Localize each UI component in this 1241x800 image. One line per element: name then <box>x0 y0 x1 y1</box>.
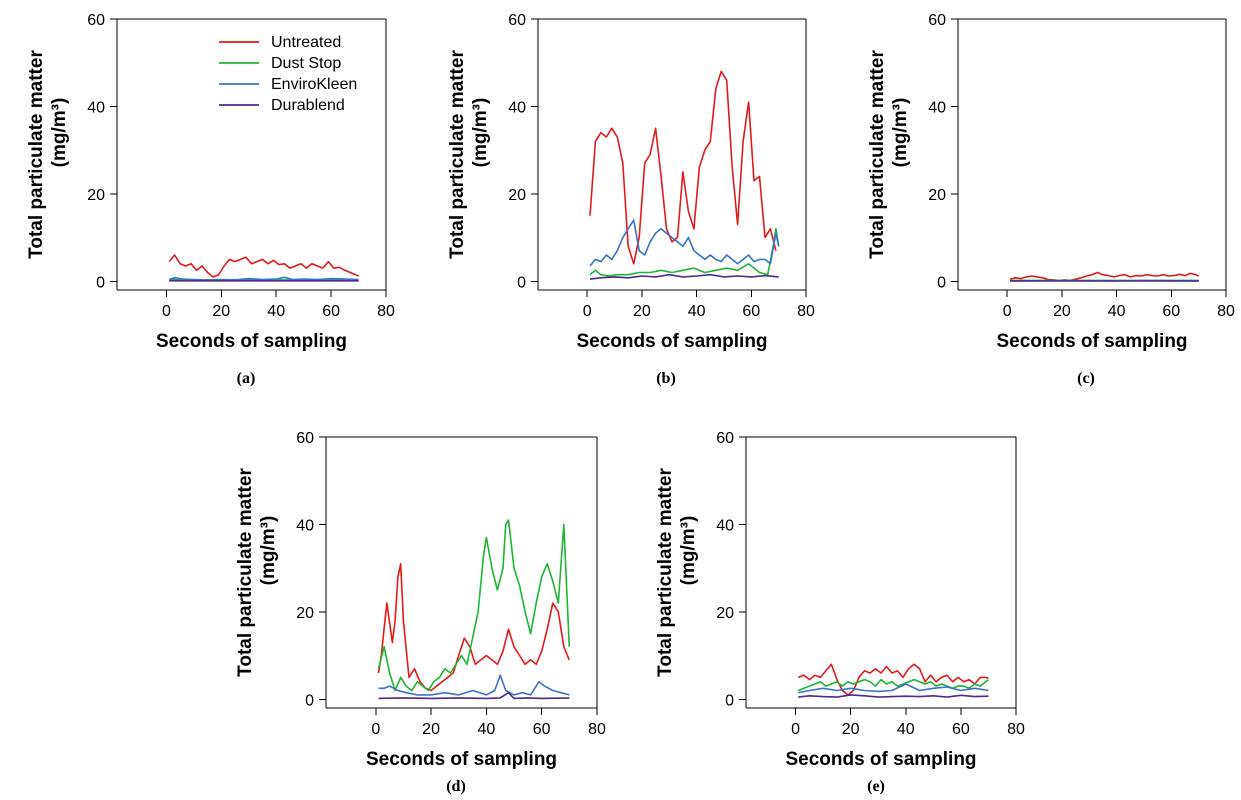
series-line-dust-stop <box>589 228 780 277</box>
series-line-untreated <box>168 254 359 278</box>
series-line-envirokleen <box>589 219 780 267</box>
x-axis-label: Seconds of sampling <box>996 331 1187 352</box>
x-tick-label: 0 <box>583 303 592 320</box>
x-tick-label: 0 <box>791 721 800 738</box>
y-tick-label: 40 <box>87 99 105 116</box>
series-line-dust-stop <box>377 519 571 692</box>
chart-panel-d: 0 20 40 60 0 20 40 60 80 Seconds of sampling Total… <box>235 430 606 795</box>
y-axis-unit: (mg/m³) <box>258 516 279 586</box>
y-tick-label: 60 <box>508 12 526 29</box>
panel-label: (c) <box>1077 370 1095 387</box>
x-tick-label: 80 <box>1217 303 1235 320</box>
y-tick-label: 40 <box>716 517 734 534</box>
y-tick-label: 20 <box>87 187 105 204</box>
x-tick-label: 0 <box>371 721 380 738</box>
y-axis-label: Total particulate matter <box>26 50 47 259</box>
x-tick-label: 60 <box>322 303 340 320</box>
panel-label: (d) <box>446 778 466 795</box>
y-axis-label: Total particulate matter <box>447 50 468 259</box>
x-tick-label: 40 <box>1108 303 1126 320</box>
panel-label: (a) <box>237 370 256 387</box>
x-tick-label: 0 <box>1003 303 1012 320</box>
legend-label-durablend: Durablend <box>271 97 345 114</box>
y-tick-label: 60 <box>928 12 946 29</box>
chart-panel-b: 0 20 40 60 0 20 40 60 80 Seconds of sampling Total… <box>447 12 815 387</box>
y-axis-label: Total particulate matter <box>235 468 256 677</box>
x-tick-label: 60 <box>742 303 760 320</box>
x-tick-label: 20 <box>842 721 860 738</box>
series-line-envirokleen <box>168 276 359 281</box>
y-tick-label: 40 <box>296 517 314 534</box>
series-line-dust-stop <box>798 678 989 692</box>
series-line-untreated <box>377 562 571 692</box>
x-axis-label: Seconds of sampling <box>156 331 347 352</box>
x-tick-label: 40 <box>897 721 915 738</box>
y-tick-label: 40 <box>508 99 526 116</box>
y-tick-label: 20 <box>928 187 946 204</box>
x-tick-label: 40 <box>688 303 706 320</box>
y-axis-unit: (mg/m³) <box>470 98 491 168</box>
x-tick-label: 20 <box>212 303 230 320</box>
series-line-durablend <box>798 694 989 698</box>
y-tick-label: 20 <box>296 605 314 622</box>
x-tick-label: 80 <box>588 721 606 738</box>
y-tick-label: 0 <box>517 274 526 291</box>
y-tick-label: 60 <box>87 12 105 29</box>
y-tick-label: 20 <box>508 187 526 204</box>
x-axis-label: Seconds of sampling <box>785 749 976 770</box>
chart-panel-e: 0 20 40 60 0 20 40 60 80 Seconds of sampling Total… <box>655 430 1025 795</box>
x-tick-label: 0 <box>162 303 171 320</box>
y-axis-unit: (mg/m³) <box>890 98 911 168</box>
x-tick-label: 20 <box>1053 303 1071 320</box>
x-tick-label: 80 <box>797 303 815 320</box>
y-tick-label: 0 <box>96 274 105 291</box>
y-tick-label: 0 <box>725 692 734 709</box>
legend-label-untreated: Untreated <box>271 34 341 51</box>
series-line-durablend <box>378 691 570 700</box>
series-line-durablend <box>589 273 779 280</box>
x-tick-label: 60 <box>952 721 970 738</box>
y-tick-label: 60 <box>296 430 314 447</box>
x-tick-label: 20 <box>633 303 651 320</box>
x-tick-label: 60 <box>1162 303 1180 320</box>
y-axis-unit: (mg/m³) <box>678 516 699 586</box>
chart-panel-a: 0 20 40 60 0 20 40 60 80 Seconds of sampling Total… <box>26 12 395 387</box>
y-tick-label: 0 <box>305 692 314 709</box>
series-line-untreated <box>798 663 989 696</box>
y-tick-label: 20 <box>716 605 734 622</box>
panel-label: (b) <box>656 370 676 387</box>
y-tick-label: 0 <box>937 274 946 291</box>
legend-label-dust-stop: Dust Stop <box>271 55 341 72</box>
legend: Untreated Dust Stop EnviroKleen Durablend <box>219 34 357 114</box>
series-line-untreated <box>589 70 777 265</box>
y-tick-label: 60 <box>716 430 734 447</box>
y-axis-unit: (mg/m³) <box>49 98 70 168</box>
x-tick-label: 40 <box>267 303 285 320</box>
x-tick-label: 80 <box>1007 721 1025 738</box>
series-line-envirokleen <box>798 683 989 694</box>
x-tick-label: 60 <box>533 721 551 738</box>
x-tick-label: 20 <box>422 721 440 738</box>
x-axis-label: Seconds of sampling <box>366 749 557 770</box>
chart-panel-c: 0 20 40 60 0 20 40 60 80 Seconds of sampling Total… <box>867 12 1235 387</box>
legend-label-envirokleen: EnviroKleen <box>271 76 357 93</box>
y-axis-label: Total particulate matter <box>867 50 888 259</box>
x-tick-label: 80 <box>377 303 395 320</box>
series-line-envirokleen <box>378 674 570 696</box>
y-tick-label: 40 <box>928 99 946 116</box>
x-tick-label: 40 <box>477 721 495 738</box>
series-line-untreated <box>1009 271 1200 282</box>
y-axis-label: Total particulate matter <box>655 468 676 677</box>
panel-label: (e) <box>867 778 885 795</box>
x-axis-label: Seconds of sampling <box>576 331 767 352</box>
